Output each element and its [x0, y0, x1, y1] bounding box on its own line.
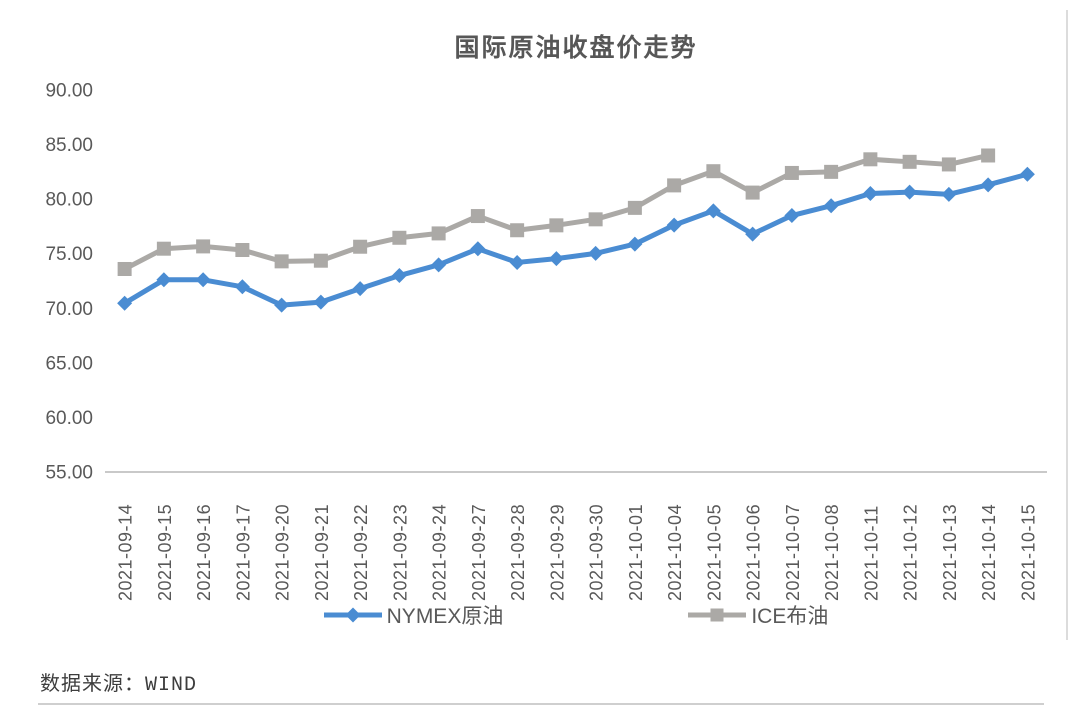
- svg-text:2021-10-04: 2021-10-04: [665, 504, 685, 601]
- right-border-line: [1066, 10, 1068, 640]
- svg-text:2021-09-16: 2021-09-16: [194, 504, 214, 601]
- svg-text:2021-09-28: 2021-09-28: [508, 504, 528, 601]
- svg-text:2021-10-01: 2021-10-01: [626, 504, 646, 601]
- svg-text:2021-10-15: 2021-10-15: [1018, 504, 1038, 601]
- svg-text:2021-09-21: 2021-09-21: [312, 504, 332, 601]
- svg-text:2021-09-15: 2021-09-15: [155, 504, 175, 601]
- ice-line-square-marker-icon: [688, 608, 747, 622]
- svg-text:85.00: 85.00: [45, 135, 93, 156]
- chart-title: 国际原油收盘价走势: [454, 35, 698, 62]
- svg-text:2021-10-05: 2021-10-05: [704, 504, 724, 601]
- svg-text:2021-10-07: 2021-10-07: [783, 504, 803, 601]
- legend-label-ice: ICE布油: [751, 605, 829, 628]
- svg-text:2021-09-17: 2021-09-17: [233, 504, 253, 601]
- svg-text:2021-09-29: 2021-09-29: [547, 504, 567, 601]
- line-chart-plot-area: 90.00 85.00 80.00 75.00 70.00 65.00 60.00 55.00…: [45, 81, 1047, 601]
- svg-text:2021-09-20: 2021-09-20: [273, 504, 293, 601]
- chart-legend: NYMEX原油 ICE布油: [105, 600, 1047, 630]
- svg-text:2021-09-30: 2021-09-30: [587, 504, 607, 601]
- svg-text:65.00: 65.00: [45, 353, 93, 374]
- svg-text:2021-09-22: 2021-09-22: [351, 504, 371, 601]
- svg-text:2021-10-06: 2021-10-06: [744, 504, 764, 601]
- svg-text:75.00: 75.00: [45, 244, 93, 265]
- legend-item-nymex: NYMEX原油: [323, 600, 504, 630]
- oil-price-chart: 国际原油收盘价走势 90.00 85.00 80.00 75.00 70.00 65.00…: [45, 35, 1047, 630]
- svg-text:70.00: 70.00: [45, 299, 93, 320]
- bottom-divider-line: [38, 703, 1044, 705]
- legend-label-nymex: NYMEX原油: [386, 605, 504, 628]
- svg-text:2021-09-23: 2021-09-23: [390, 504, 410, 601]
- svg-text:60.00: 60.00: [45, 408, 93, 429]
- data-source-text: 数据来源：WIND: [40, 674, 198, 697]
- nymex-line-diamond-marker-icon: [323, 607, 382, 623]
- svg-text:2021-09-14: 2021-09-14: [116, 504, 136, 601]
- svg-text:55.00: 55.00: [45, 463, 93, 484]
- svg-text:2021-09-27: 2021-09-27: [469, 504, 489, 601]
- svg-text:2021-10-08: 2021-10-08: [822, 504, 842, 601]
- svg-text:2021-10-12: 2021-10-12: [901, 504, 921, 601]
- svg-text:2021-09-24: 2021-09-24: [430, 504, 450, 601]
- svg-text:80.00: 80.00: [45, 190, 93, 211]
- legend-item-ice: ICE布油: [688, 600, 828, 630]
- svg-text:90.00: 90.00: [45, 81, 93, 102]
- svg-text:2021-10-11: 2021-10-11: [861, 505, 881, 601]
- svg-text:2021-10-13: 2021-10-13: [940, 504, 960, 601]
- svg-text:2021-10-14: 2021-10-14: [979, 504, 999, 601]
